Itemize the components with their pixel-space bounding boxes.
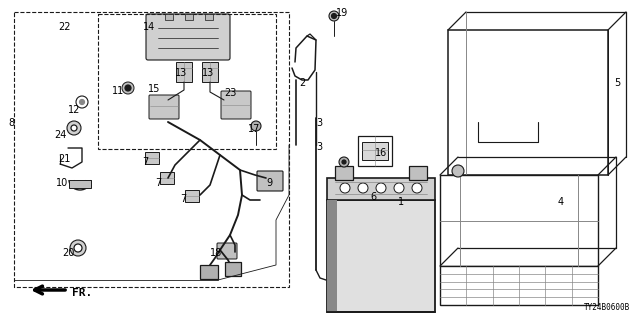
Text: 22: 22 [58, 22, 70, 32]
Circle shape [394, 183, 404, 193]
Text: 12: 12 [68, 105, 81, 115]
Text: 4: 4 [558, 197, 564, 207]
Text: 17: 17 [248, 124, 260, 134]
Text: 7: 7 [180, 194, 186, 204]
Circle shape [340, 183, 350, 193]
Bar [362, 142, 388, 160]
Text: 19: 19 [336, 8, 348, 18]
Text: 20: 20 [62, 248, 74, 258]
Text: 7: 7 [155, 178, 161, 188]
Bar [205, 14, 213, 20]
FancyBboxPatch shape [146, 14, 230, 60]
Bar [69, 180, 91, 188]
Text: 2: 2 [299, 78, 305, 88]
Bar [98, 14, 276, 149]
Text: 23: 23 [224, 88, 236, 98]
FancyBboxPatch shape [217, 243, 237, 259]
Text: 7: 7 [142, 157, 148, 167]
Circle shape [76, 96, 88, 108]
Text: 11: 11 [112, 86, 124, 96]
Bar [14, 12, 289, 287]
Circle shape [251, 121, 261, 131]
Bar [225, 262, 241, 276]
Bar [327, 200, 435, 312]
Circle shape [329, 11, 339, 21]
Text: 24: 24 [54, 130, 67, 140]
Text: 15: 15 [148, 84, 161, 94]
Circle shape [79, 100, 84, 105]
Bar [440, 175, 598, 266]
Circle shape [376, 183, 386, 193]
Bar [202, 62, 218, 82]
Circle shape [358, 183, 368, 193]
Text: 18: 18 [210, 248, 222, 258]
Circle shape [67, 121, 81, 135]
Text: 13: 13 [175, 68, 188, 78]
Circle shape [125, 85, 131, 91]
Circle shape [71, 125, 77, 131]
Text: 9: 9 [266, 178, 272, 188]
Circle shape [70, 240, 86, 256]
Bar [185, 190, 199, 202]
Text: 14: 14 [143, 22, 156, 32]
Text: 1: 1 [398, 197, 404, 207]
Bar [448, 30, 608, 175]
Bar [200, 265, 218, 279]
Bar [185, 14, 193, 20]
Text: 16: 16 [375, 148, 387, 158]
Text: 8: 8 [8, 118, 14, 128]
Circle shape [342, 160, 346, 164]
Text: 21: 21 [58, 154, 70, 164]
Text: 10: 10 [56, 178, 68, 188]
Bar [327, 200, 337, 312]
Text: 6: 6 [370, 192, 376, 202]
Bar [409, 166, 427, 180]
Bar [145, 152, 159, 164]
Circle shape [332, 13, 337, 19]
Text: FR.: FR. [72, 288, 92, 298]
Text: TY24B0600B: TY24B0600B [584, 303, 630, 312]
Bar [327, 178, 435, 200]
Bar [440, 266, 598, 305]
Text: 13: 13 [202, 68, 214, 78]
Circle shape [339, 157, 349, 167]
Circle shape [412, 183, 422, 193]
Bar [165, 14, 173, 20]
FancyBboxPatch shape [149, 95, 179, 119]
Circle shape [122, 82, 134, 94]
Bar [160, 172, 174, 184]
Text: 3: 3 [316, 142, 322, 152]
Bar [176, 62, 192, 82]
Circle shape [452, 165, 464, 177]
Text: 5: 5 [614, 78, 620, 88]
Bar [358, 136, 392, 166]
Bar [335, 166, 353, 180]
Circle shape [74, 244, 82, 252]
FancyBboxPatch shape [221, 91, 251, 119]
Text: 3: 3 [316, 118, 322, 128]
FancyBboxPatch shape [257, 171, 283, 191]
